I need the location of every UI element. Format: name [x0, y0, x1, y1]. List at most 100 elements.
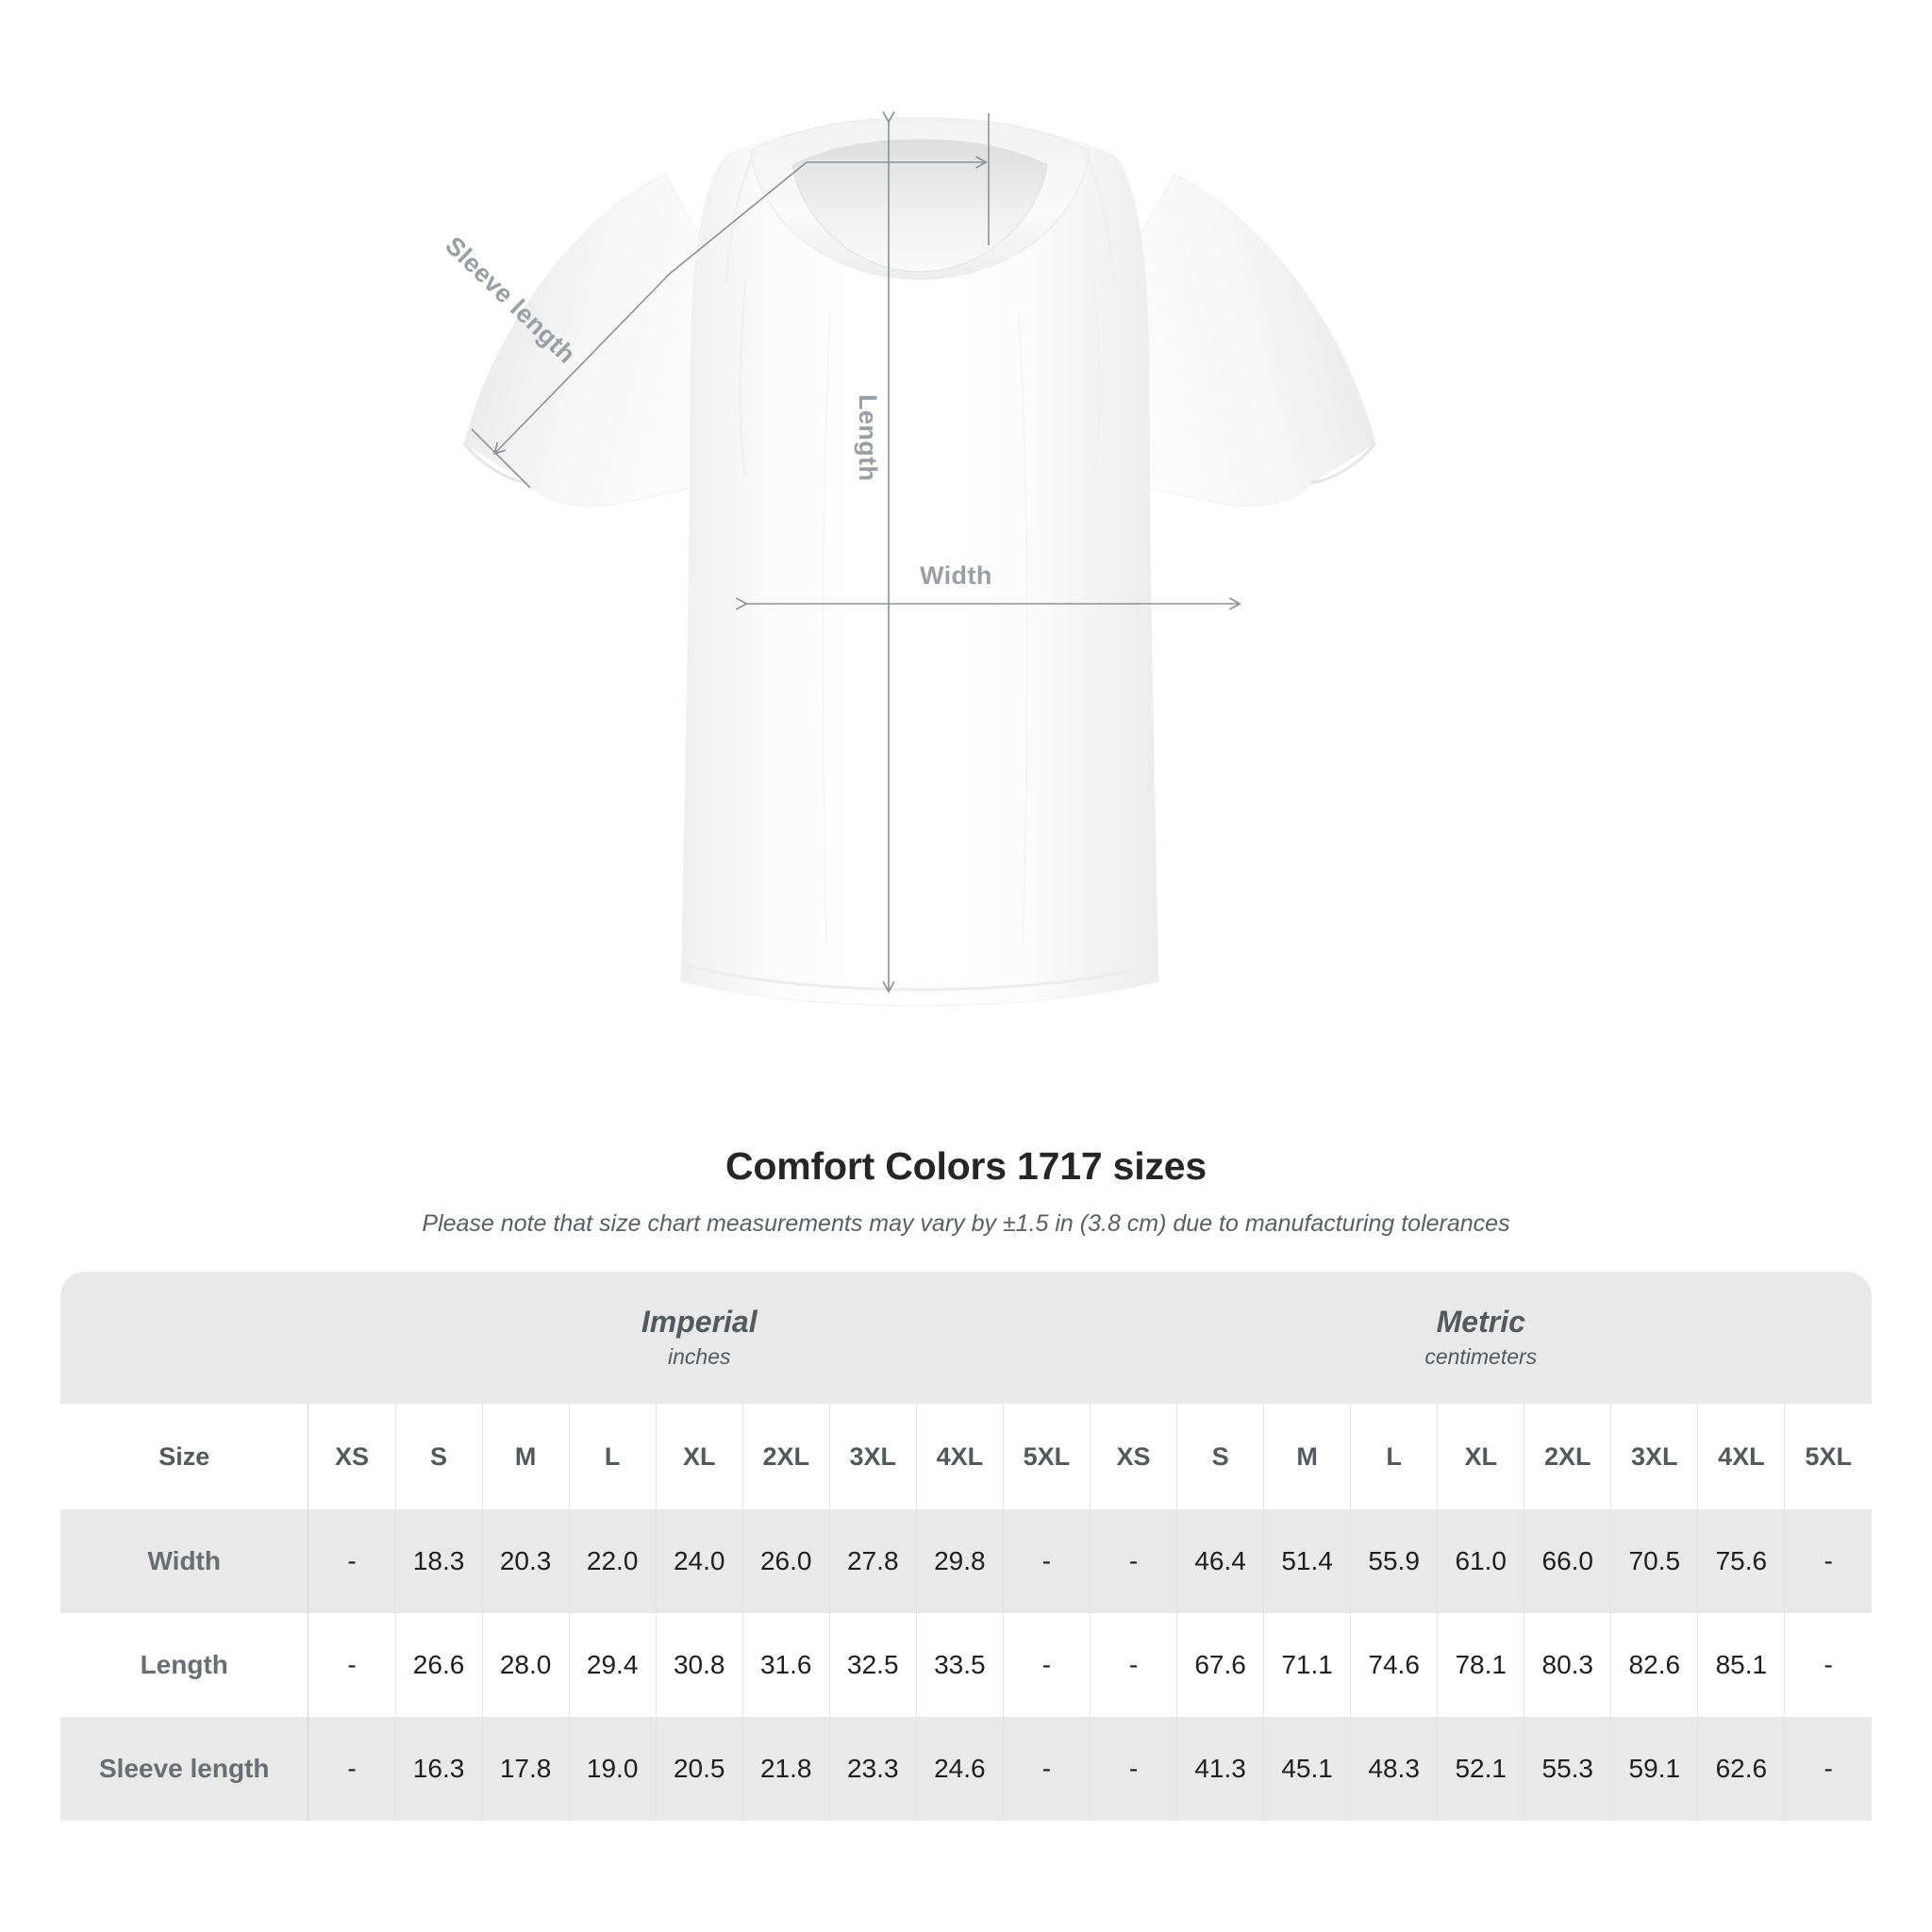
- size-chart-table: Imperial inches Metric centimeters Size XS S M L…: [60, 1272, 1872, 1821]
- cell-width-imperial-8: -: [1003, 1509, 1091, 1613]
- left-shoulder-seam: [724, 150, 757, 284]
- unit-header-imperial: Imperial inches: [308, 1272, 1091, 1404]
- tshirt-drawing: [462, 110, 1377, 1007]
- tolerance-note: Please note that size chart measurements…: [422, 1210, 1510, 1237]
- row-header-length: Length: [60, 1613, 309, 1717]
- size-header-metric-s: S: [1176, 1404, 1265, 1509]
- cell-width-imperial-3: 22.0: [569, 1509, 657, 1613]
- size-header-row: Size XS S M L XL 2XL 3XL 4XL 5XL XS S M L XL 2XL 3XL 4XL 5…: [60, 1404, 1872, 1509]
- right-shoulder-seam: [1083, 150, 1115, 284]
- cell-sleeve-length-metric-0: -: [1089, 1717, 1178, 1821]
- size-header-imperial-4xl: 4XL: [916, 1404, 1004, 1509]
- cell-sleeve-length-metric-1: 41.3: [1176, 1717, 1265, 1821]
- cell-length-imperial-0: -: [308, 1613, 396, 1717]
- cell-sleeve-length-metric-2: 45.1: [1263, 1717, 1352, 1821]
- cell-sleeve-length-metric-5: 55.3: [1524, 1717, 1612, 1821]
- size-header-imperial-5xl: 5XL: [1003, 1404, 1091, 1509]
- neck-opening: [791, 139, 1048, 273]
- cell-sleeve-length-metric-4: 52.1: [1437, 1717, 1525, 1821]
- cell-sleeve-length-imperial-7: 24.6: [916, 1717, 1004, 1821]
- page-title: Comfort Colors 1717 sizes: [725, 1144, 1207, 1188]
- garment-shape: [462, 117, 1377, 1007]
- cell-sleeve-length-metric-8: -: [1784, 1717, 1872, 1821]
- table-row: Sleeve length -16.3 17.8 19.0 20.5 21.8 23.3 24…: [60, 1717, 1872, 1821]
- cell-width-imperial-4: 24.0: [656, 1509, 743, 1613]
- cell-sleeve-length-imperial-8: -: [1003, 1717, 1091, 1821]
- cell-length-metric-8: -: [1784, 1613, 1872, 1717]
- left-sleeve-hem: [462, 442, 529, 485]
- cell-length-metric-4: 78.1: [1437, 1613, 1525, 1717]
- cell-length-imperial-2: 28.0: [482, 1613, 570, 1717]
- cell-width-imperial-7: 29.8: [916, 1509, 1004, 1613]
- cell-length-imperial-3: 29.4: [569, 1613, 657, 1717]
- length-label: Length: [854, 394, 882, 482]
- size-header-metric-5xl: 5XL: [1784, 1404, 1872, 1509]
- tshirt-illustration: Sleeve length Length Width: [440, 110, 1377, 1007]
- size-header-metric-3xl: 3XL: [1610, 1404, 1699, 1509]
- unit-header-metric: Metric centimeters: [1090, 1272, 1872, 1404]
- size-header-metric-m: M: [1263, 1404, 1352, 1509]
- cell-width-imperial-1: 18.3: [395, 1509, 483, 1613]
- cell-width-metric-3: 55.9: [1350, 1509, 1439, 1613]
- left-armhole-seam: [739, 282, 747, 477]
- cell-length-metric-5: 80.3: [1524, 1613, 1612, 1717]
- cell-width-imperial-5: 26.0: [742, 1509, 830, 1613]
- unit-name: Imperial: [641, 1304, 758, 1339]
- cell-sleeve-length-metric-6: 59.1: [1610, 1717, 1699, 1821]
- sleeve-end-cap: [471, 428, 531, 489]
- size-header-imperial-2xl: 2XL: [742, 1404, 830, 1509]
- cell-sleeve-length-imperial-4: 20.5: [656, 1717, 743, 1821]
- size-header-imperial-l: L: [569, 1404, 657, 1509]
- cell-sleeve-length-imperial-3: 19.0: [569, 1717, 657, 1821]
- right-sleeve: [1093, 174, 1376, 507]
- cell-length-imperial-4: 30.8: [656, 1613, 743, 1717]
- cell-sleeve-length-imperial-0: -: [308, 1717, 396, 1821]
- unit-subtitle: inches: [668, 1343, 731, 1369]
- size-header-metric-xs: XS: [1089, 1404, 1178, 1509]
- cell-sleeve-length-imperial-1: 16.3: [395, 1717, 483, 1821]
- cell-sleeve-length-metric-7: 62.6: [1697, 1717, 1786, 1821]
- cell-sleeve-length-metric-3: 48.3: [1350, 1717, 1439, 1821]
- cell-length-metric-0: -: [1089, 1613, 1178, 1717]
- cell-width-metric-8: -: [1784, 1509, 1872, 1613]
- cell-length-imperial-8: -: [1003, 1613, 1091, 1717]
- table-row: Width -18.3 20.3 22.0 24.0 26.0 27.8 29.8- -46.4…: [60, 1509, 1872, 1613]
- cell-width-imperial-6: 27.8: [829, 1509, 917, 1613]
- cell-length-metric-6: 82.6: [1610, 1613, 1699, 1717]
- cell-sleeve-length-imperial-5: 21.8: [742, 1717, 830, 1821]
- cell-length-imperial-7: 33.5: [916, 1613, 1004, 1717]
- cell-width-metric-0: -: [1089, 1509, 1178, 1613]
- size-table-container: Imperial inches Metric centimeters Size XS S M L…: [60, 1272, 1872, 1821]
- right-sleeve-hem: [1310, 442, 1377, 485]
- cell-length-metric-7: 85.1: [1697, 1613, 1786, 1717]
- cell-width-imperial-2: 20.3: [482, 1509, 570, 1613]
- cell-width-metric-4: 61.0: [1437, 1509, 1525, 1613]
- table-row: Length -26.6 28.0 29.4 30.8 31.6 32.5 33.5- -67.…: [60, 1613, 1872, 1717]
- size-header-metric-l: L: [1350, 1404, 1439, 1509]
- cell-length-imperial-1: 26.6: [395, 1613, 483, 1717]
- width-label: Width: [920, 561, 992, 590]
- measurement-lines: [471, 110, 1241, 993]
- size-header-imperial-xs: XS: [308, 1404, 396, 1509]
- cell-length-metric-3: 74.6: [1350, 1613, 1439, 1717]
- cell-sleeve-length-imperial-2: 17.8: [482, 1717, 570, 1821]
- size-header-metric-xl: XL: [1437, 1404, 1525, 1509]
- sleeve-leader-diagonal-top: [669, 161, 808, 275]
- size-header-imperial-s: S: [395, 1404, 483, 1509]
- cell-width-imperial-0: -: [308, 1509, 396, 1613]
- unit-row-corner: [60, 1272, 308, 1404]
- row-header-width: Width: [60, 1509, 309, 1613]
- size-column-header: Size: [60, 1404, 309, 1509]
- fold-1: [822, 310, 831, 944]
- cell-length-metric-1: 67.6: [1176, 1613, 1265, 1717]
- size-header-metric-2xl: 2XL: [1524, 1404, 1612, 1509]
- size-header-metric-4xl: 4XL: [1697, 1404, 1786, 1509]
- cell-length-metric-2: 71.1: [1263, 1613, 1352, 1717]
- unit-name: Metric: [1436, 1304, 1525, 1339]
- cell-length-imperial-6: 32.5: [829, 1613, 917, 1717]
- unit-subtitle: centimeters: [1424, 1343, 1538, 1369]
- cell-length-imperial-5: 31.6: [742, 1613, 830, 1717]
- sleeve-length-arrow: [492, 273, 671, 456]
- right-armhole-seam: [1092, 282, 1101, 477]
